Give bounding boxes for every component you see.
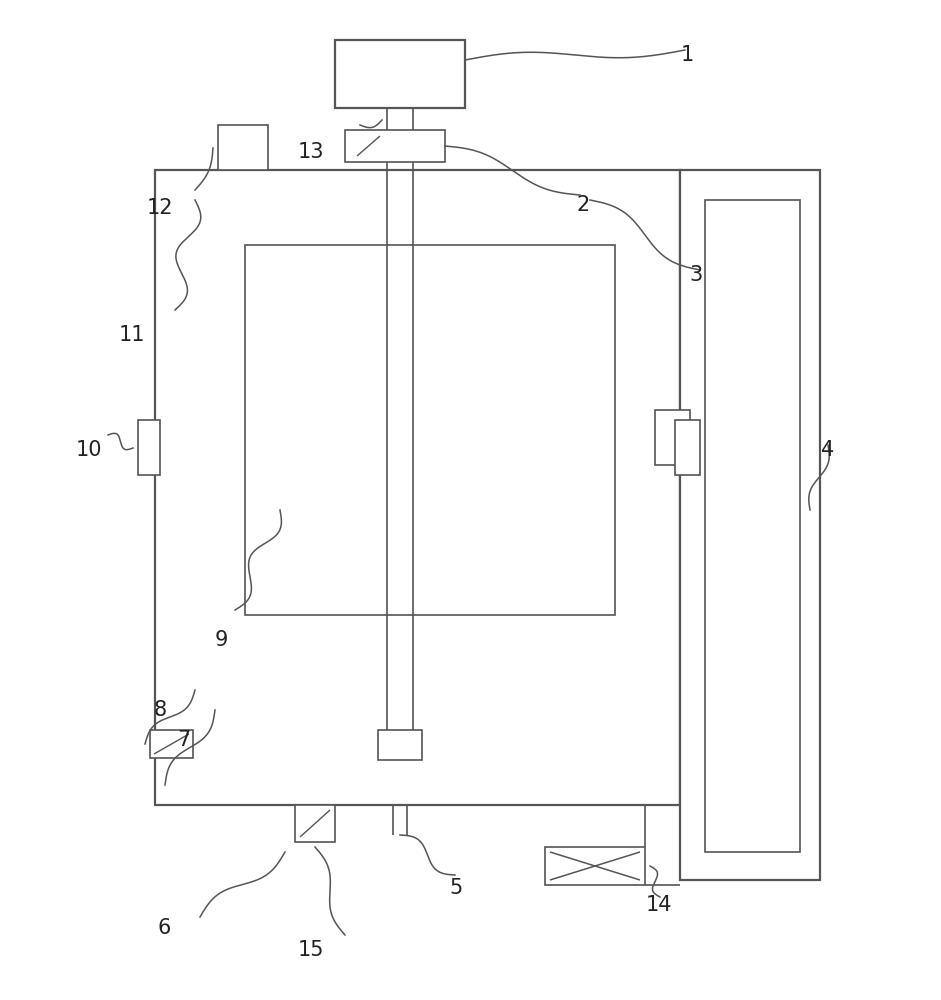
Text: 5: 5 [450,878,463,898]
Text: 3: 3 [690,265,703,285]
Text: 12: 12 [147,198,173,218]
Bar [705,200,800,852]
Bar [150,730,193,758]
Bar [335,40,465,108]
Bar [345,130,445,162]
Text: 10: 10 [76,440,103,460]
Text: 11: 11 [119,325,145,345]
Bar [545,847,645,885]
Text: 4: 4 [821,440,835,460]
Text: 7: 7 [177,730,190,750]
Bar [155,170,680,805]
Bar [218,125,268,170]
Bar [680,170,820,880]
Text: 9: 9 [215,630,228,650]
Text: 15: 15 [297,940,324,960]
Text: 6: 6 [158,918,171,938]
Text: 8: 8 [153,700,167,720]
Bar [655,410,690,465]
Bar [378,730,422,760]
Text: 14: 14 [646,895,672,915]
Text: 13: 13 [297,142,324,162]
Bar [245,245,615,615]
Bar [295,805,335,842]
Text: 1: 1 [680,45,694,65]
Text: 2: 2 [577,195,590,215]
Bar [675,420,700,475]
Bar [138,420,160,475]
